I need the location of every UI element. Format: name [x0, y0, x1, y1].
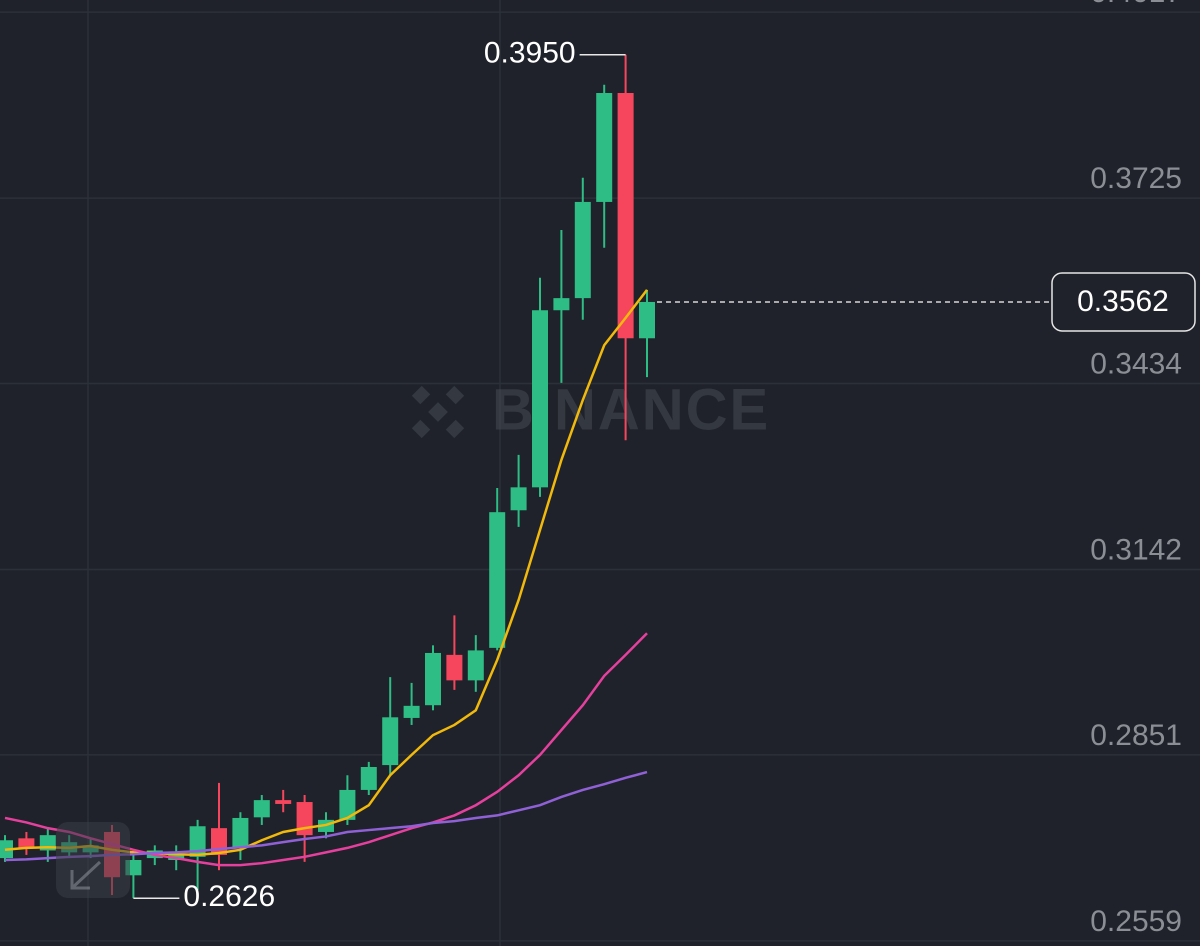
candle-body — [617, 93, 634, 339]
candle-body — [596, 93, 613, 202]
candle-body — [189, 826, 206, 857]
button-icon — [70, 860, 102, 890]
y-tick-label: 0.3434 — [1090, 347, 1182, 380]
low-label: 0.2626 — [183, 880, 275, 913]
y-tick-label: 0.2851 — [1090, 719, 1182, 752]
candle-body — [382, 717, 399, 766]
candle-body — [532, 310, 548, 488]
y-tick-label: 0.2559 — [1090, 905, 1182, 938]
candle-body — [574, 201, 591, 299]
watermark-logo — [411, 385, 465, 439]
y-tick-label: 0.4017 — [1090, 0, 1182, 9]
collapse-button[interactable] — [56, 822, 130, 898]
candle-body — [553, 298, 570, 311]
candle-body — [489, 512, 506, 648]
y-tick-label: 0.3142 — [1090, 533, 1182, 566]
candle-body — [446, 654, 463, 681]
candle-body — [253, 800, 270, 818]
last-price-box — [1051, 272, 1196, 332]
candle-body — [18, 838, 35, 848]
high-label: 0.3950 — [484, 37, 576, 70]
price-axis: 0.4017 0.3725 0.3434 0.3142 0.2851 0.2559 0.35… — [657, 0, 1196, 938]
candle-body — [360, 766, 377, 790]
candle-body — [425, 652, 441, 706]
candle-body — [467, 650, 484, 681]
candle-body — [639, 301, 655, 339]
candle-body — [275, 800, 292, 804]
candle-body — [403, 705, 420, 718]
button-bg — [56, 822, 130, 898]
y-tick-label: 0.3725 — [1090, 162, 1182, 195]
last-price-label: 0.3562 — [1077, 285, 1169, 318]
candle-body — [232, 817, 249, 848]
candle-body — [339, 789, 356, 820]
candle-body — [510, 487, 527, 511]
